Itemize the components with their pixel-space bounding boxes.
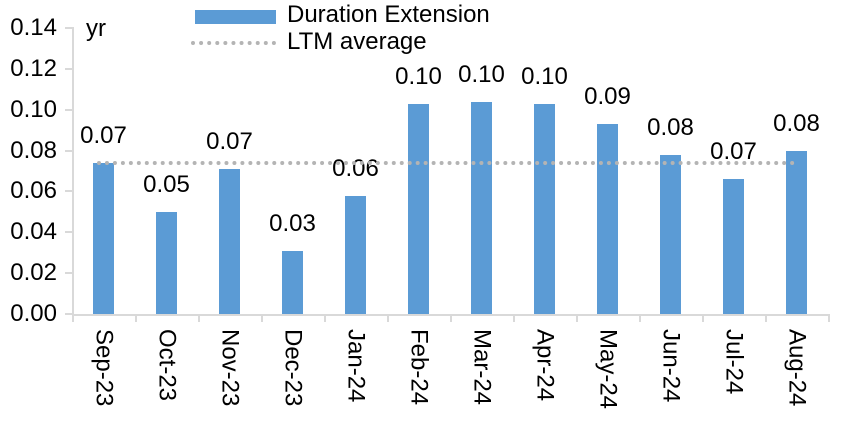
y-axis-label: 0.14: [10, 14, 57, 41]
bar-may-24: [597, 124, 618, 314]
bar-value-label: 0.08: [773, 109, 820, 137]
x-axis-label: Apr-24: [531, 329, 559, 402]
y-axis-tick: [65, 272, 72, 275]
bar-value-label: 0.06: [332, 154, 379, 182]
x-axis-tick: [135, 314, 137, 322]
x-axis-label: Sep-23: [90, 329, 118, 407]
y-axis-unit-label: yr: [86, 15, 106, 42]
bar-value-label: 0.08: [647, 113, 694, 141]
bar-jan-24: [345, 195, 366, 314]
x-axis-tick: [450, 314, 452, 322]
y-axis-label: 0.02: [10, 259, 57, 287]
x-axis-tick: [513, 314, 515, 322]
x-axis-label: Feb-24: [405, 329, 433, 406]
x-axis-tick: [576, 314, 578, 322]
x-axis-label: Oct-23: [153, 329, 181, 402]
x-axis-label: Jan-24: [342, 329, 370, 403]
bar-value-label: 0.05: [143, 170, 190, 198]
legend-label-ltm-average: LTM average: [287, 28, 427, 55]
bar-feb-24: [408, 103, 429, 314]
bar-swatch-icon: [195, 10, 276, 24]
bar-value-label: 0.03: [269, 209, 316, 237]
y-axis-label: 0.04: [10, 218, 57, 246]
bar-mar-24: [471, 101, 492, 314]
bar-value-label: 0.07: [206, 127, 253, 155]
x-axis-tick: [72, 314, 74, 322]
bar-dec-23: [282, 250, 303, 314]
x-axis-label: May-24: [594, 329, 622, 410]
x-axis-label: Aug-24: [783, 329, 811, 407]
bar-value-label: 0.10: [458, 60, 505, 88]
y-axis-tick: [65, 67, 72, 70]
x-axis-tick: [324, 314, 326, 322]
x-axis-tick: [702, 314, 704, 322]
bar-aug-24: [786, 150, 807, 314]
bar-value-label: 0.10: [395, 62, 442, 90]
x-axis-label: Mar-24: [468, 329, 496, 406]
y-axis-tick: [65, 190, 72, 193]
x-axis-tick: [198, 314, 200, 322]
bar-apr-24: [534, 103, 555, 314]
dotted-line-icon: [191, 41, 276, 45]
x-axis-tick: [828, 314, 830, 322]
bar-value-label: 0.09: [584, 83, 631, 110]
bar-jul-24: [723, 179, 744, 314]
x-axis-label: Dec-23: [279, 329, 307, 407]
bar-sep-23: [93, 162, 114, 314]
y-axis-tick: [65, 108, 72, 111]
legend-label-duration-extension: Duration Extension: [287, 1, 490, 28]
y-axis-label: 0.08: [10, 136, 57, 164]
y-axis-tick: [65, 27, 72, 29]
x-axis-tick: [387, 314, 389, 322]
bar-value-label: 0.10: [521, 62, 568, 90]
y-axis-label: 0.12: [10, 54, 57, 82]
bar-value-label: 0.07: [710, 138, 757, 166]
ltm-average-line: [96, 160, 795, 165]
x-axis-tick: [261, 314, 263, 322]
x-axis-label: Nov-23: [216, 329, 244, 407]
y-axis-tick: [65, 313, 72, 315]
bar-jun-24: [660, 154, 681, 314]
x-axis-tick: [639, 314, 641, 322]
x-axis-tick: [765, 314, 767, 322]
y-axis-label: 0.00: [10, 300, 57, 327]
bar-nov-23: [219, 168, 240, 314]
x-axis-label: Jul-24: [720, 329, 748, 395]
y-axis-line: [72, 27, 74, 316]
y-axis-label: 0.10: [10, 95, 57, 123]
bar-oct-23: [156, 211, 177, 314]
y-axis-label: 0.06: [10, 177, 57, 205]
bar-value-label: 0.07: [80, 121, 127, 149]
y-axis-tick: [65, 149, 72, 152]
y-axis-tick: [65, 231, 72, 234]
x-axis-label: Jun-24: [657, 329, 685, 403]
